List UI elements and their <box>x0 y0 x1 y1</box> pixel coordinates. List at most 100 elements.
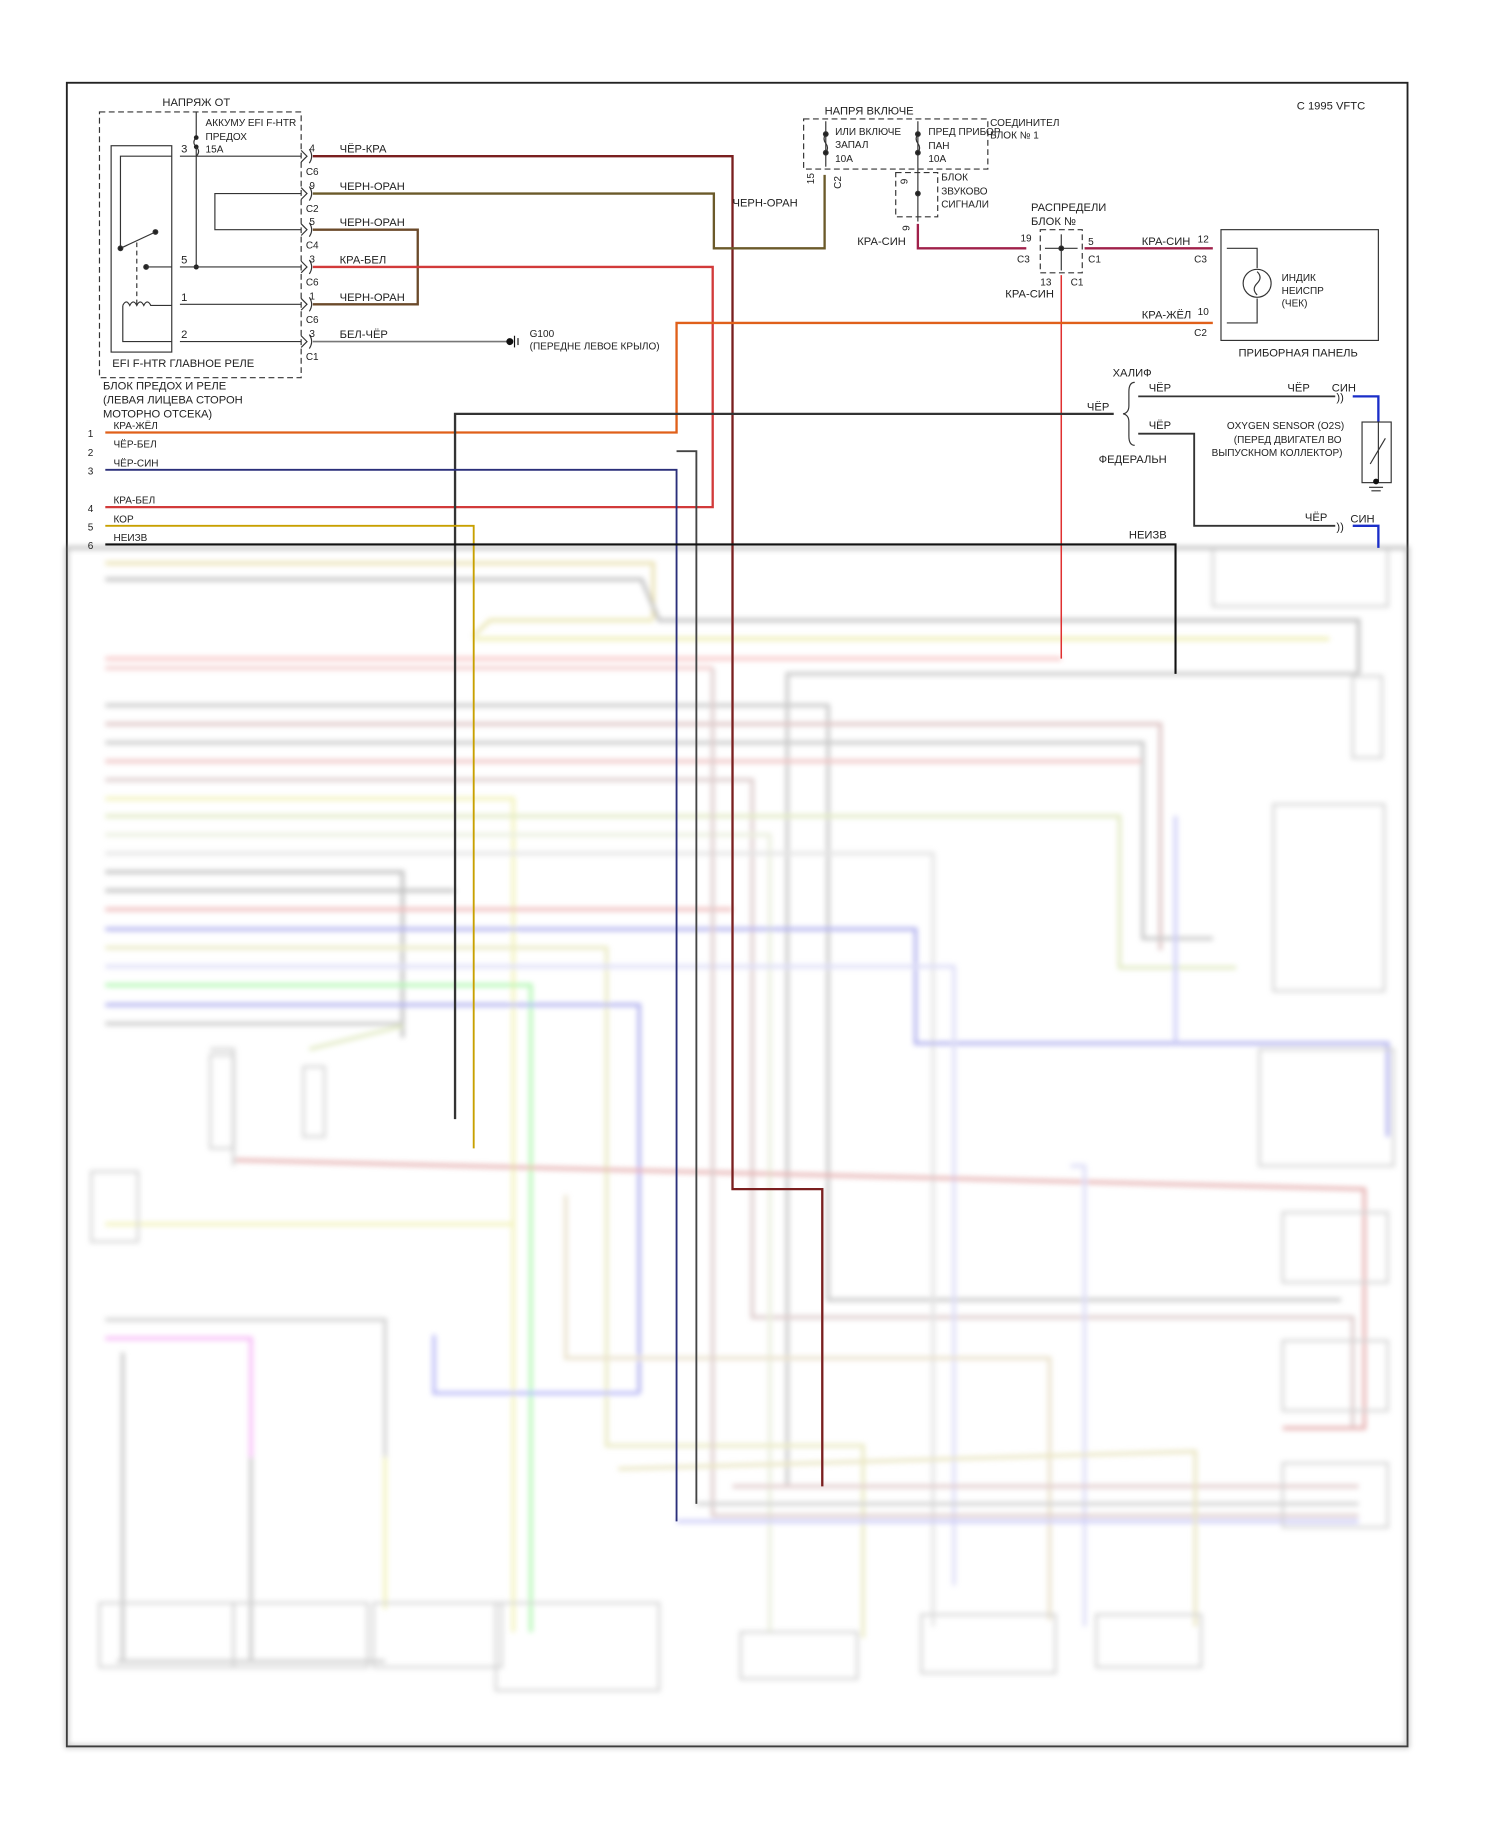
label: (ЧЕК) <box>1282 299 1308 310</box>
blurred-wire <box>472 618 654 637</box>
label: НАПРЯ ВКЛЮЧЕ <box>825 105 914 117</box>
blurred-component <box>90 1170 140 1243</box>
label: ЗВУКОВО <box>941 187 988 198</box>
connector: 4 C6 ЧЁР-КРА <box>300 144 387 178</box>
relay-wires: G100 (ПЕРЕДНЕ ЛЕВОЕ КРЫЛО) <box>105 155 826 1487</box>
label: 1 <box>309 292 315 303</box>
label: ЗАПАЛ <box>835 140 868 151</box>
blurred-wire <box>105 964 956 1586</box>
blurred-component <box>98 1601 235 1669</box>
label: 15 <box>806 173 817 185</box>
wire-black-red[interactable] <box>312 155 824 1487</box>
blurred-wire <box>105 1003 641 1394</box>
label: 13 <box>1040 278 1052 289</box>
label: 10A <box>928 154 946 165</box>
blurred-wire <box>105 740 1213 941</box>
label: ПРЕДОХ <box>206 132 248 143</box>
label: НАПРЯЖ ОТ <box>162 97 230 109</box>
blurred-wire <box>105 946 865 1638</box>
label: 12 <box>1198 234 1210 245</box>
ecm-pin: 5 КОР <box>88 514 134 533</box>
blurred-wire <box>105 870 405 1038</box>
connector: 1 C6 ЧЕРН-ОРАН <box>300 292 405 326</box>
oxygen-sensor-section: ЧЁР ХАЛИФ ФЕДЕРАЛЬН ЧЁР ЧЁР СИН ЧЁР ЧЁР … <box>453 368 1392 1120</box>
label: ФЕДЕРАЛЬН <box>1099 454 1167 466</box>
relay-switch-icon <box>117 155 172 343</box>
blurred-component <box>1281 1339 1389 1412</box>
wire-label: ЧЕРН-ОРАН <box>340 292 405 304</box>
wire-label: ЧЕРН-ОРАН <box>340 217 405 229</box>
label: C3 <box>1017 254 1030 265</box>
blurred-wire <box>105 778 1355 1429</box>
label: 3 <box>88 466 94 477</box>
distribution-block: РАСПРЕДЕЛИ БЛОК № 19 C3 5 C1 13 C1 КРА-С… <box>1005 202 1106 300</box>
label: C2 <box>1194 328 1207 339</box>
label: ЧЁР <box>1287 383 1309 395</box>
blurred-wire <box>105 577 1361 674</box>
ecm-pin: 3 ЧЁР-СИН <box>88 457 159 477</box>
ground-icon <box>1369 478 1384 492</box>
wire-black[interactable] <box>453 412 1114 1120</box>
wire-brown[interactable] <box>105 524 475 1149</box>
wire-black-orange[interactable] <box>312 174 826 250</box>
main-relay <box>110 145 173 353</box>
label: 10A <box>835 154 853 165</box>
label: НЕИСПР <box>1282 286 1325 297</box>
label: 3 <box>309 329 315 340</box>
blurred-component <box>1211 546 1389 608</box>
label: КОР <box>113 514 134 525</box>
blurred-wire <box>564 1194 1052 1621</box>
label: НЕИЗВ <box>113 533 147 544</box>
ground-location: (ПЕРЕДНЕ ЛЕВОЕ КРЫЛО) <box>530 342 660 353</box>
blurred-component <box>1095 1613 1203 1669</box>
blurred-component <box>1272 803 1386 993</box>
label: КРА-ЖЁЛ <box>113 420 157 432</box>
label: C2 <box>306 204 319 215</box>
ecm-pin: 4 КРА-БЕЛ <box>88 496 155 515</box>
label: 5 <box>309 217 315 228</box>
instrument-panel: КРА-СИН 12 C3 КРА-ЖЁЛ 10 C2 ИНДИК НЕИСПР… <box>1142 229 1379 360</box>
label: 3 <box>309 254 315 265</box>
label: КРА-СИН <box>857 236 906 248</box>
wire-black-white[interactable] <box>676 450 698 1504</box>
relay-connectors: 4 C6 ЧЁР-КРА 9 C2 ЧЕРН-ОРАН 5 C4 ЧЕРН-ОРАН 3 C6 КРА… <box>300 144 405 363</box>
label: 9 <box>899 178 910 184</box>
blurred-component <box>920 1613 1057 1675</box>
blurred-component <box>1351 675 1384 759</box>
label: 5 <box>1088 237 1094 248</box>
label: 5 <box>88 522 94 533</box>
blurred-component <box>1281 1211 1389 1284</box>
connector-icon: )) <box>1336 392 1344 404</box>
fuse-icon <box>193 111 200 270</box>
label: 3 <box>181 144 187 156</box>
wire-black-blue[interactable] <box>105 468 678 1522</box>
blurred-wire <box>233 1158 1367 1430</box>
label: СИН <box>1350 513 1374 525</box>
wire-red-blue[interactable] <box>916 223 1027 250</box>
blurred-wire <box>105 832 772 1633</box>
label: БЛОК <box>941 173 968 184</box>
label: (ПЕРЕД ДВИГАТЕЛ ВО <box>1234 435 1342 446</box>
label: C6 <box>306 278 319 289</box>
label: ИНДИК <box>1282 273 1316 284</box>
label: КРА-БЕЛ <box>113 496 155 507</box>
blurred-wire <box>105 703 1342 1302</box>
wire-red-yellow[interactable] <box>105 321 1213 434</box>
blurred-component <box>494 1601 661 1692</box>
label: СОЕДИНИТЕЛ <box>990 118 1059 129</box>
label: ЧЁР-СИН <box>113 457 158 469</box>
label: СИГНАЛИ <box>941 200 989 211</box>
label: 19 <box>1020 233 1032 244</box>
label: 4 <box>309 144 315 155</box>
label: C4 <box>306 240 319 251</box>
label: 5 <box>181 254 187 266</box>
label: 2 <box>181 329 187 341</box>
fuse-relay-block: НАПРЯЖ ОТ АККУМУ EFI F-HTR ПРЕДОХ 15A <box>98 97 302 420</box>
wire-red-white[interactable] <box>105 265 714 509</box>
wire-unknown[interactable] <box>105 543 1177 674</box>
label: МОТОРНО ОТСЕКА) <box>103 408 212 420</box>
label: C1 <box>306 352 319 363</box>
label: БЛОК ПРЕДОХ И РЕЛЕ <box>103 380 226 392</box>
check-engine-lamp-icon <box>1226 247 1272 324</box>
